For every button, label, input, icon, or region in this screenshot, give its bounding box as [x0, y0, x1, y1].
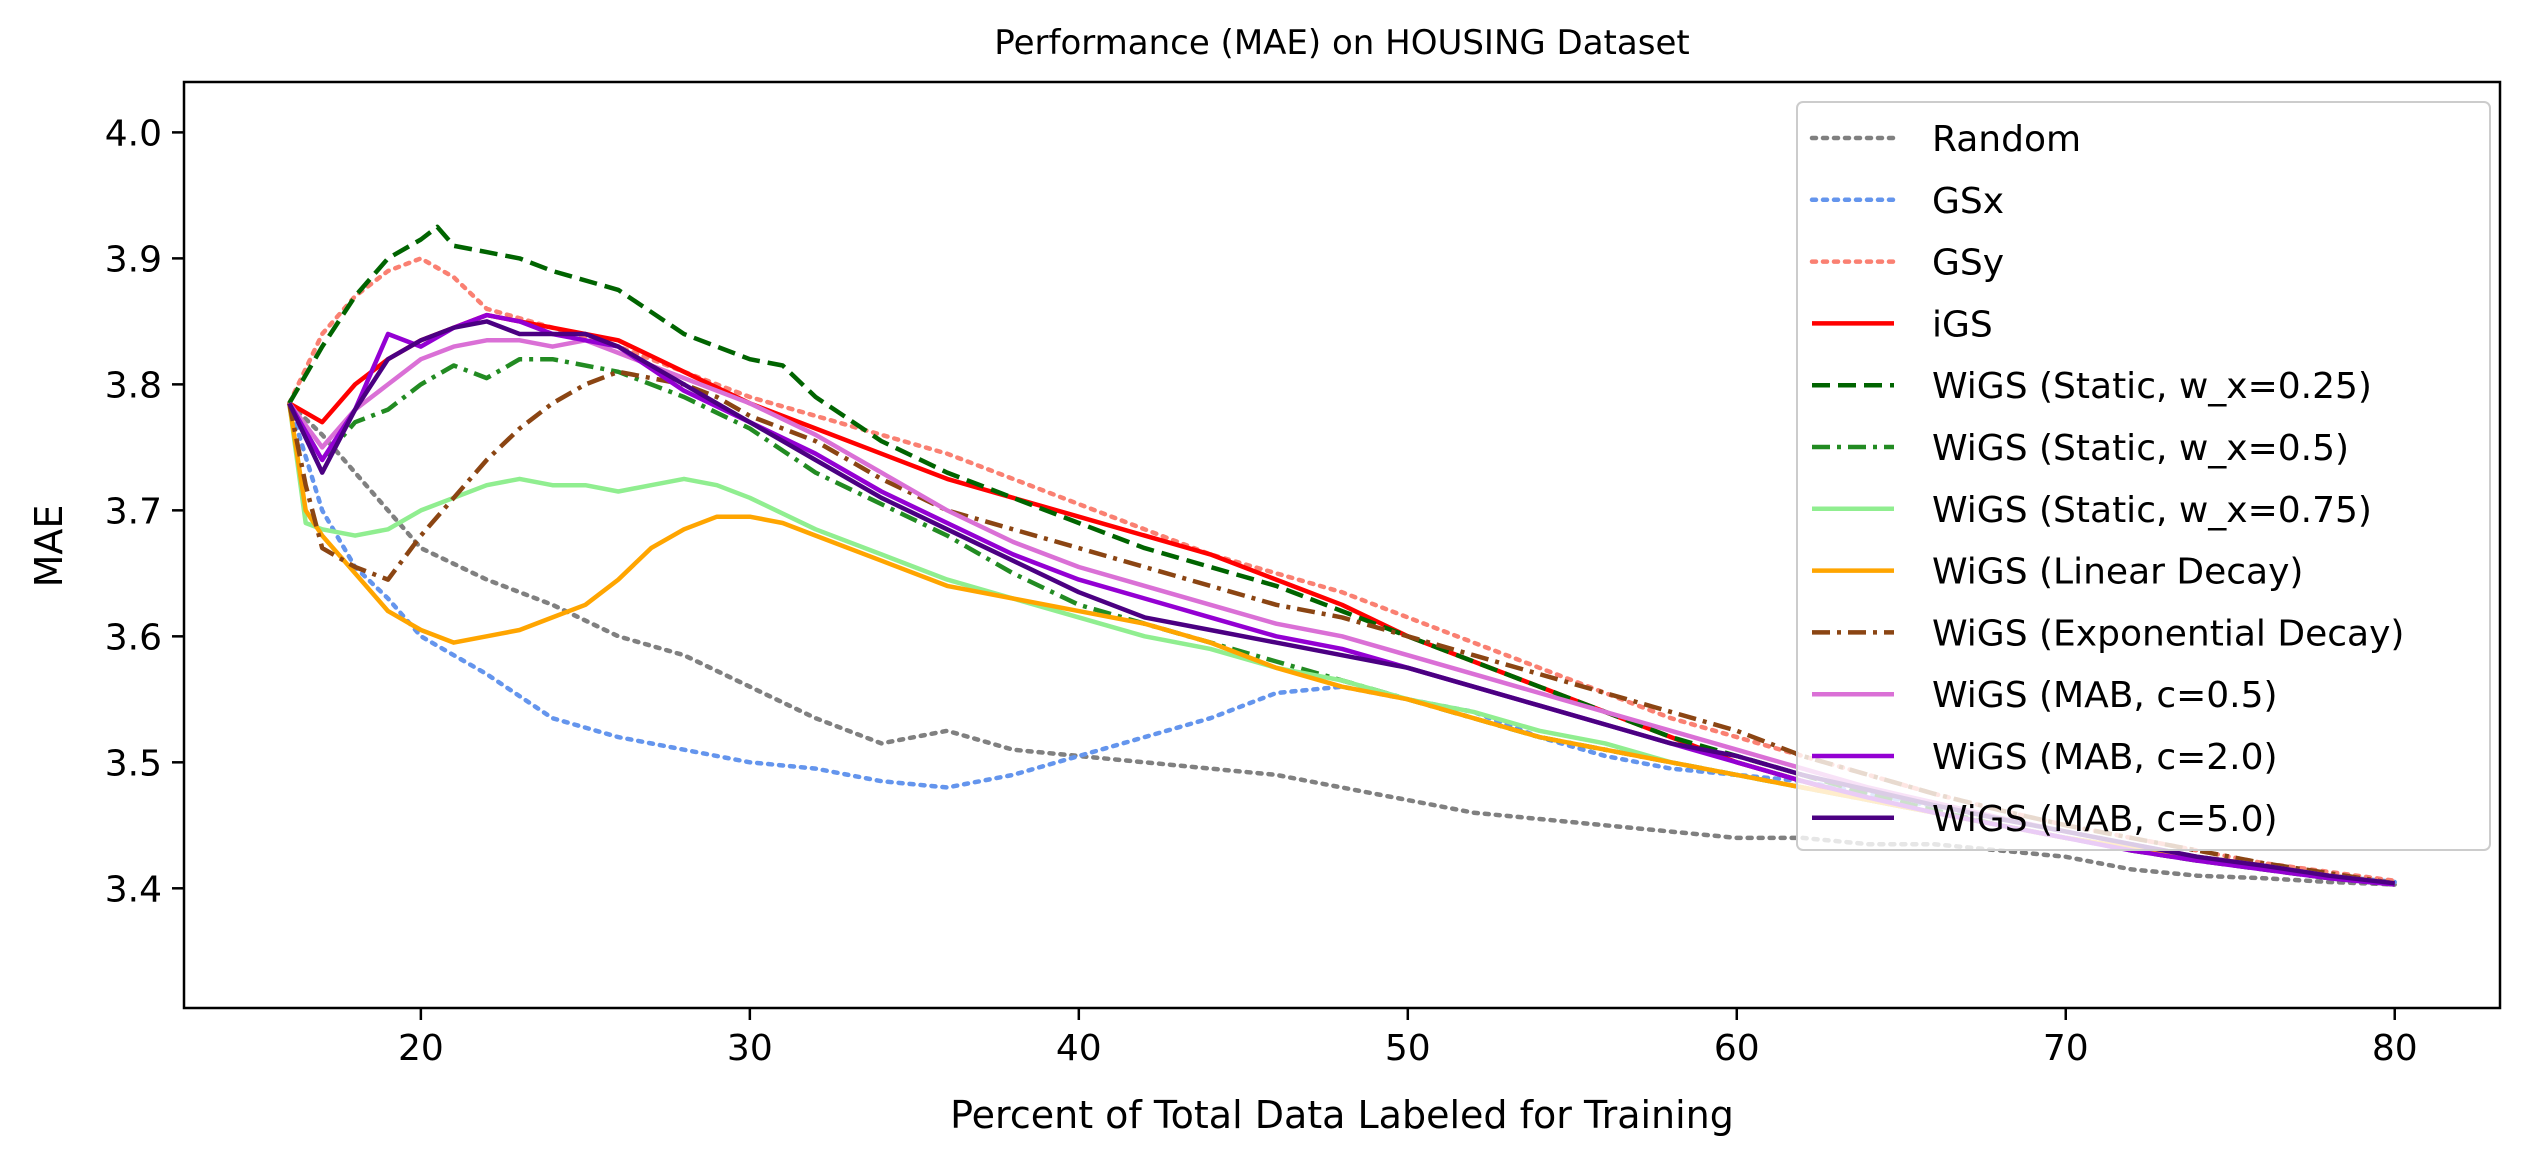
x-axis-label: Percent of Total Data Labeled for Traini…	[950, 1093, 1734, 1137]
x-tick-label: 30	[727, 1028, 773, 1069]
y-axis-label: MAE	[27, 505, 71, 588]
x-tick-label: 40	[1056, 1028, 1102, 1069]
legend-label: WiGS (Linear Decay)	[1932, 552, 2303, 593]
legend-label: WiGS (Static, w_x=0.25)	[1932, 366, 2372, 407]
legend-label: GSy	[1932, 243, 2004, 284]
y-tick-label: 4.0	[105, 113, 162, 154]
legend-label: Random	[1932, 119, 2081, 160]
x-tick-label: 80	[2372, 1028, 2418, 1069]
series-line-1	[287, 401, 2397, 887]
x-tick-label: 60	[1714, 1028, 1760, 1069]
legend-label: GSx	[1932, 181, 2004, 222]
legend-label: iGS	[1932, 304, 1993, 345]
x-tick-label: 50	[1385, 1028, 1431, 1069]
legend-label: WiGS (MAB, c=0.5)	[1932, 675, 2278, 716]
legend-label: WiGS (Static, w_x=0.5)	[1932, 428, 2349, 469]
plot-frame	[182, 80, 2502, 1010]
legend-label: WiGS (Exponential Decay)	[1932, 613, 2404, 654]
y-tick-label: 3.5	[105, 743, 162, 784]
legend-label: WiGS (Static, w_x=0.75)	[1932, 490, 2372, 531]
legend: Random GSx GSy iGS WiGS (Static, w_x=0.25) Wi…	[1796, 101, 2491, 851]
y-tick-label: 3.7	[105, 491, 162, 532]
legend-box	[1796, 101, 2491, 851]
ticks-layer: 20 30 40 50 60 70 80 3.4 3.5 3.6 3.7 3.8 3.9 4.0	[105, 113, 2418, 1069]
y-tick-label: 3.9	[105, 239, 162, 280]
y-tick-label: 3.6	[105, 617, 162, 658]
x-tick-label: 20	[398, 1028, 444, 1069]
y-tick-label: 3.4	[105, 869, 162, 910]
x-tick-label: 70	[2043, 1028, 2089, 1069]
chart-title: Performance (MAE) on HOUSING Dataset	[994, 23, 1689, 63]
legend-label: WiGS (MAB, c=5.0)	[1932, 799, 2278, 840]
y-tick-label: 3.8	[105, 365, 162, 406]
legend-label: WiGS (MAB, c=2.0)	[1932, 737, 2278, 778]
